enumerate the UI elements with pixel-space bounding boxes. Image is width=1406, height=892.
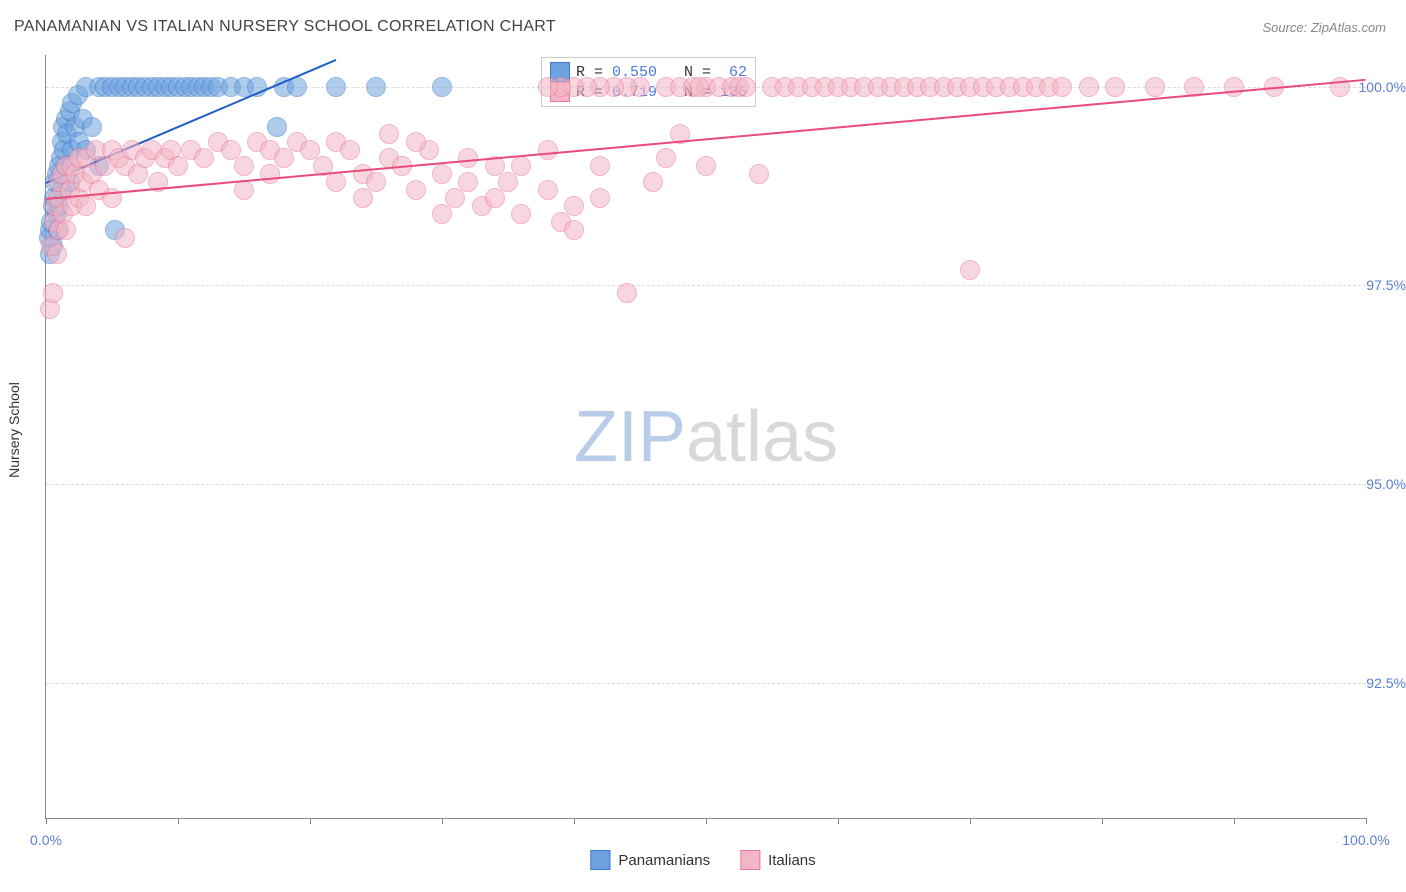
data-point xyxy=(564,220,584,240)
data-point xyxy=(749,164,769,184)
y-tick-label: 97.5% xyxy=(1351,277,1406,293)
x-tick-label: 100.0% xyxy=(1342,832,1389,848)
data-point xyxy=(406,132,426,152)
data-point xyxy=(234,156,254,176)
data-point xyxy=(432,77,452,97)
data-point xyxy=(194,148,214,168)
x-tick xyxy=(1102,818,1103,824)
x-tick xyxy=(574,818,575,824)
data-point xyxy=(326,77,346,97)
legend-swatch xyxy=(740,850,760,870)
x-tick xyxy=(46,818,47,824)
data-point xyxy=(432,164,452,184)
source-label: Source: ZipAtlas.com xyxy=(1262,20,1386,35)
x-tick xyxy=(970,818,971,824)
data-point xyxy=(326,172,346,192)
x-tick xyxy=(442,818,443,824)
x-tick xyxy=(1366,818,1367,824)
data-point xyxy=(656,148,676,168)
data-point xyxy=(76,196,96,216)
x-tick xyxy=(838,818,839,824)
y-tick-label: 92.5% xyxy=(1351,675,1406,691)
data-point xyxy=(485,188,505,208)
bottom-legend-label: Italians xyxy=(768,852,816,869)
data-point xyxy=(267,117,287,137)
data-point xyxy=(168,156,188,176)
data-point xyxy=(617,283,637,303)
data-point xyxy=(406,180,426,200)
data-point xyxy=(274,148,294,168)
data-point xyxy=(960,260,980,280)
data-point xyxy=(643,172,663,192)
bottom-legend-label: Panamanians xyxy=(618,852,710,869)
x-tick xyxy=(1234,818,1235,824)
data-point xyxy=(1224,77,1244,97)
data-point xyxy=(115,228,135,248)
watermark-part1: ZIP xyxy=(574,397,686,477)
data-point xyxy=(1052,77,1072,97)
data-point xyxy=(511,204,531,224)
data-point xyxy=(590,156,610,176)
data-point xyxy=(498,172,518,192)
gridline xyxy=(46,683,1366,684)
data-point xyxy=(366,172,386,192)
x-tick-label: 0.0% xyxy=(30,832,62,848)
bottom-legend: Panamanians Italians xyxy=(590,850,815,870)
x-tick xyxy=(310,818,311,824)
chart-title: PANAMANIAN VS ITALIAN NURSERY SCHOOL COR… xyxy=(14,18,556,36)
data-point xyxy=(458,172,478,192)
data-point xyxy=(696,156,716,176)
data-point xyxy=(590,188,610,208)
bottom-legend-item: Panamanians xyxy=(590,850,710,870)
data-point xyxy=(1079,77,1099,97)
watermark: ZIPatlas xyxy=(574,396,838,478)
data-point xyxy=(538,180,558,200)
y-axis-title: Nursery School xyxy=(6,382,22,478)
data-point xyxy=(260,164,280,184)
data-point xyxy=(234,180,254,200)
watermark-part2: atlas xyxy=(686,397,838,477)
data-point xyxy=(1145,77,1165,97)
plot-area: ZIPatlas R = 0.550 N = 62R = 0.719 N = 1… xyxy=(45,55,1366,819)
x-tick xyxy=(706,818,707,824)
data-point xyxy=(366,77,386,97)
x-tick xyxy=(178,818,179,824)
data-point xyxy=(564,196,584,216)
data-point xyxy=(379,124,399,144)
data-point xyxy=(689,77,709,97)
data-point xyxy=(82,117,102,137)
data-point xyxy=(445,188,465,208)
data-point xyxy=(432,204,452,224)
bottom-legend-item: Italians xyxy=(740,850,816,870)
gridline xyxy=(46,285,1366,286)
data-point xyxy=(511,156,531,176)
data-point xyxy=(56,220,76,240)
legend-swatch xyxy=(590,850,610,870)
data-point xyxy=(538,77,558,97)
data-point xyxy=(538,140,558,160)
data-point xyxy=(1105,77,1125,97)
data-point xyxy=(43,283,63,303)
data-point xyxy=(47,244,67,264)
gridline xyxy=(46,484,1366,485)
y-tick-label: 95.0% xyxy=(1351,476,1406,492)
data-point xyxy=(340,140,360,160)
data-point xyxy=(736,77,756,97)
data-point xyxy=(353,188,373,208)
